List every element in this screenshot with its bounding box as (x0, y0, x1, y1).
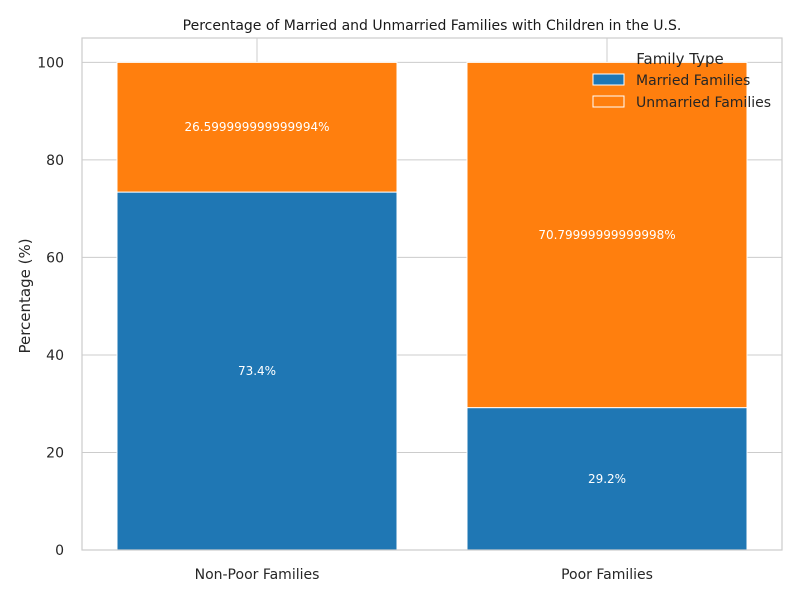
bar-value-label: 73.4% (238, 364, 276, 378)
x-tick-label: Non-Poor Families (195, 567, 320, 583)
y-axis-label: Percentage (%) (16, 238, 34, 353)
bar-value-label: 29.2% (588, 472, 626, 486)
bar-value-label: 26.599999999999994% (184, 120, 329, 134)
y-tick-label: 40 (46, 348, 64, 364)
y-tick-label: 100 (37, 55, 64, 71)
y-tick-label: 20 (46, 445, 64, 461)
y-tick-label: 60 (46, 250, 64, 266)
legend: Family Type Married Families Unmarried Fam… (592, 50, 771, 111)
bar-value-label: 70.79999999999998% (538, 228, 675, 242)
chart-title: Percentage of Married and Unmarried Fami… (183, 18, 682, 34)
x-tick-label: Poor Families (561, 567, 653, 583)
legend-swatch (592, 95, 625, 108)
bar-married (116, 191, 398, 551)
legend-title: Family Type (636, 50, 724, 68)
legend-swatch (592, 73, 625, 86)
y-tick-label: 80 (46, 153, 64, 169)
bar-unmarried (116, 61, 398, 193)
legend-label: Unmarried Families (636, 95, 771, 111)
bar-married (466, 407, 748, 551)
y-tick-label: 0 (55, 543, 64, 559)
plot-area: 0 20 40 60 80 100 73.4% 26.599999999999994% Non-… (37, 37, 783, 583)
legend-label: Married Families (636, 73, 750, 89)
bar-unmarried (466, 61, 748, 409)
plot-frame (81, 37, 783, 551)
